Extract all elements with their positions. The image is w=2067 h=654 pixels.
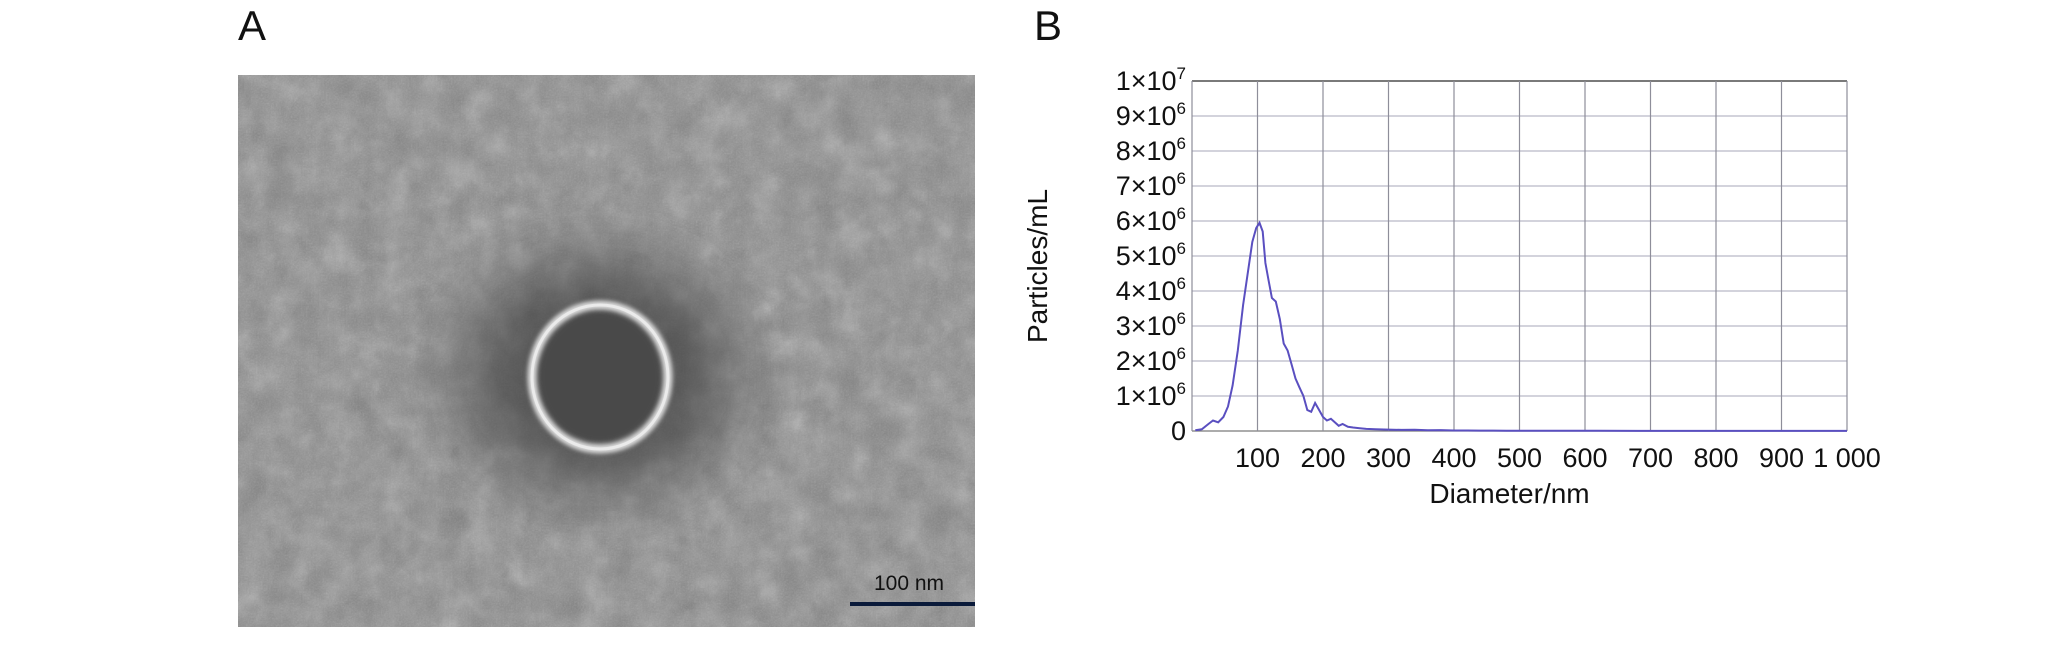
- y-axis-title: Particles/mL: [1022, 189, 1053, 343]
- y-axis-ticks: 0 1×1062×1063×1064×1065×1066×1067×1068×10…: [1116, 64, 1186, 446]
- x-tick-label: 800: [1693, 443, 1738, 473]
- y-tick-label: 5×106: [1116, 239, 1186, 271]
- x-tick-label: 100: [1235, 443, 1280, 473]
- y-tick-label: 4×106: [1116, 274, 1186, 306]
- scale-bar: [850, 602, 975, 606]
- y-tick-label: 7×106: [1116, 169, 1186, 201]
- grid: [1191, 80, 1848, 432]
- x-tick-label: 600: [1562, 443, 1607, 473]
- x-tick-label: 400: [1431, 443, 1476, 473]
- panel-label-b: B: [1034, 2, 1063, 49]
- tem-micrograph: [238, 75, 975, 627]
- y-tick-label: 0: [1171, 416, 1186, 446]
- y-tick-label: 6×106: [1116, 204, 1186, 236]
- x-axis-ticks: 100 200 300 400 500 600 700 800 900 1 000: [1235, 443, 1881, 473]
- x-tick-label: 200: [1300, 443, 1345, 473]
- series-line: [1195, 220, 1847, 432]
- y-tick-label: 1×107: [1116, 64, 1186, 96]
- y-tick-label: 1×106: [1116, 379, 1186, 411]
- x-axis-title: Diameter/nm: [1429, 478, 1589, 509]
- scale-bar-label: 100 nm: [874, 572, 945, 595]
- y-tick-label: 2×106: [1116, 344, 1186, 376]
- y-tick-label: 8×106: [1116, 134, 1186, 166]
- y-tick-label: 9×106: [1116, 99, 1186, 131]
- panel-label-a: A: [238, 2, 267, 49]
- x-tick-label: 1 000: [1813, 443, 1881, 473]
- size-distribution-chart: 100 200 300 400 500 600 700 800 900 1 000 0 1×106 2…: [1020, 50, 2067, 654]
- y-tick-label: 3×106: [1116, 309, 1186, 341]
- x-tick-label: 300: [1366, 443, 1411, 473]
- x-tick-label: 500: [1497, 443, 1542, 473]
- x-tick-label: 700: [1628, 443, 1673, 473]
- x-tick-label: 900: [1759, 443, 1804, 473]
